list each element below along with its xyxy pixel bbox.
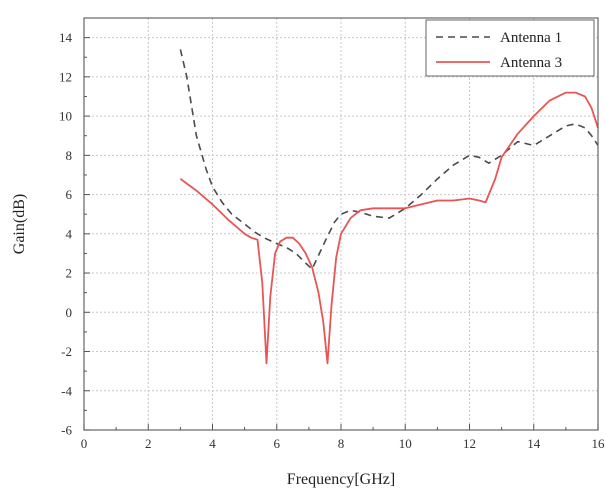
y-tick-label: 8 — [66, 148, 73, 163]
x-tick-label: 10 — [399, 436, 412, 451]
y-tick-label: 14 — [59, 30, 73, 45]
x-tick-label: 2 — [145, 436, 152, 451]
y-tick-label: 10 — [59, 109, 72, 124]
x-tick-label: 4 — [209, 436, 216, 451]
y-tick-label: -6 — [61, 423, 72, 438]
series-line-antenna-1 — [179, 49, 599, 270]
y-axis-title: Gain(dB) — [11, 194, 28, 254]
y-tick-label: 2 — [66, 266, 73, 281]
y-tick-label: 4 — [66, 226, 73, 241]
y-tick-labels: -6 -4 -2 0 2 4 6 8 10 12 14 — [59, 30, 73, 437]
ticks — [83, 37, 599, 431]
legend-label-antenna-3: Antenna 3 — [500, 55, 562, 71]
y-tick-label: 12 — [59, 69, 72, 84]
x-tick-label: 14 — [527, 436, 541, 451]
series-layer — [179, 49, 599, 365]
x-tick-label: 0 — [81, 436, 88, 451]
y-tick-label: 0 — [66, 305, 73, 320]
x-tick-labels: 0 2 4 6 8 10 12 14 16 — [81, 436, 605, 451]
x-tick-label: 6 — [274, 436, 281, 451]
series-line-antenna-3 — [179, 91, 599, 365]
x-axis-title: Frequency[GHz] — [287, 471, 395, 488]
x-tick-label: 8 — [338, 436, 345, 451]
legend-box — [425, 19, 595, 77]
legend: Antenna 1 Antenna 3 — [425, 19, 595, 77]
x-tick-label: 16 — [592, 436, 606, 451]
x-tick-label: 12 — [463, 436, 476, 451]
y-tick-label: -2 — [61, 344, 72, 359]
y-tick-label: -4 — [61, 383, 72, 398]
legend-label-antenna-1: Antenna 1 — [500, 30, 562, 46]
y-tick-label: 6 — [66, 187, 73, 202]
